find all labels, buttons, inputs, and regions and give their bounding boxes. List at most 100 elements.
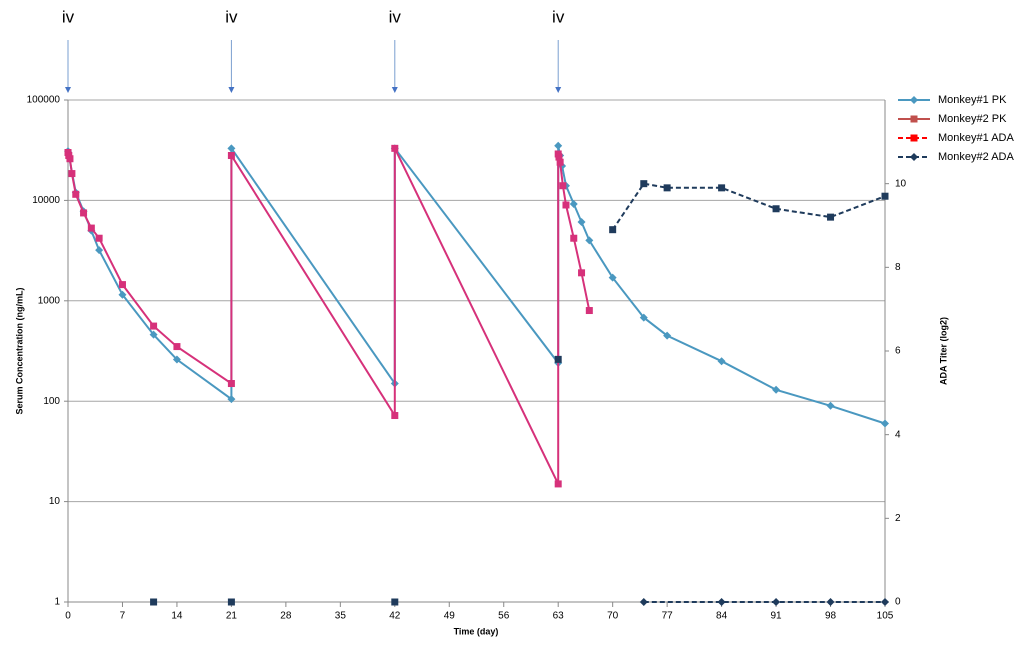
annotation-arrowhead (555, 87, 562, 93)
x-tick-label: 42 (389, 611, 401, 622)
series-line (67, 145, 886, 425)
marker (554, 355, 562, 363)
y2-tick-label: 2 (895, 513, 901, 524)
annotation: iv (225, 7, 238, 26)
x-tick-label: 56 (498, 611, 510, 622)
marker (555, 153, 563, 161)
marker (772, 598, 781, 606)
marker (554, 480, 562, 488)
x-tick-label: 105 (877, 611, 894, 622)
y-tick-label: 1 (54, 597, 60, 608)
marker (562, 201, 570, 209)
marker (881, 598, 889, 606)
marker (227, 380, 235, 388)
legend-label: Monkey#2 PK (938, 113, 1007, 125)
marker (585, 236, 594, 245)
marker (910, 96, 918, 104)
marker (68, 170, 76, 178)
x-tick-label: 35 (335, 611, 347, 622)
marker (609, 226, 617, 234)
marker (881, 419, 889, 428)
marker (227, 152, 235, 160)
marker (227, 144, 236, 153)
marker (173, 343, 181, 351)
y2-tick-label: 10 (895, 178, 907, 189)
marker (227, 598, 235, 606)
series-line (611, 182, 886, 231)
x-tick-label: 49 (444, 611, 456, 622)
marker (772, 385, 781, 394)
marker (639, 598, 648, 606)
marker (717, 598, 726, 606)
y-tick-label: 100 (43, 396, 60, 407)
y-tick-label: 100000 (27, 95, 61, 106)
x-tick-label: 98 (825, 611, 837, 622)
x-tick-label: 0 (65, 611, 71, 622)
marker (118, 290, 127, 299)
marker (910, 115, 918, 123)
marker (910, 153, 918, 161)
marker (608, 273, 617, 282)
marker (172, 355, 181, 364)
annotation: iv (62, 7, 75, 26)
marker (717, 357, 726, 366)
marker (554, 141, 563, 150)
series-line (67, 147, 591, 485)
y-tick-label: 10 (49, 496, 61, 507)
marker (585, 307, 593, 315)
annotation-arrowhead (65, 87, 71, 93)
y2-tick-label: 0 (895, 597, 901, 608)
marker (556, 158, 564, 166)
annotation: iv (389, 7, 402, 26)
marker (640, 180, 648, 188)
marker (149, 330, 158, 339)
y2-tick-label: 6 (895, 346, 901, 357)
marker (118, 281, 126, 289)
marker (827, 213, 835, 221)
marker (391, 412, 399, 420)
x-tick-label: 21 (226, 611, 238, 622)
marker (66, 155, 74, 163)
marker (227, 395, 236, 404)
y2-axis-title: ADA Titer (log2) (938, 317, 948, 385)
marker (910, 134, 918, 142)
marker (570, 234, 578, 242)
marker (72, 190, 80, 198)
x-tick-label: 77 (662, 611, 674, 622)
annotation: iv (552, 7, 565, 26)
marker (718, 184, 726, 192)
marker (826, 401, 835, 410)
marker (559, 182, 567, 190)
marker (80, 209, 88, 217)
marker (95, 234, 103, 242)
x-tick-label: 28 (280, 611, 292, 622)
x-tick-label: 84 (716, 611, 728, 622)
marker (87, 224, 95, 232)
marker (577, 217, 586, 226)
y-tick-label: 10000 (32, 195, 60, 206)
y2-tick-label: 4 (895, 429, 901, 440)
legend-label: Monkey#1 ADA (938, 132, 1014, 144)
x-tick-label: 7 (120, 611, 126, 622)
marker (663, 184, 671, 192)
x-tick-label: 14 (171, 611, 183, 622)
x-tick-label: 91 (771, 611, 783, 622)
marker (150, 598, 158, 606)
legend-label: Monkey#1 PK (938, 94, 1007, 106)
y-tick-label: 1000 (38, 295, 61, 306)
x-tick-label: 63 (553, 611, 565, 622)
marker (639, 313, 648, 322)
annotation-arrowhead (228, 87, 235, 93)
x-axis-title: Time (day) (454, 626, 499, 636)
marker (95, 246, 104, 255)
x-tick-label: 70 (607, 611, 619, 622)
marker (391, 144, 399, 152)
marker (391, 598, 399, 606)
marker (826, 598, 835, 606)
y2-tick-label: 8 (895, 262, 901, 273)
marker (578, 269, 586, 277)
marker (663, 331, 672, 340)
annotation-arrowhead (391, 87, 398, 93)
y-axis-title: Serum Concentration (ng/mL) (14, 287, 24, 414)
